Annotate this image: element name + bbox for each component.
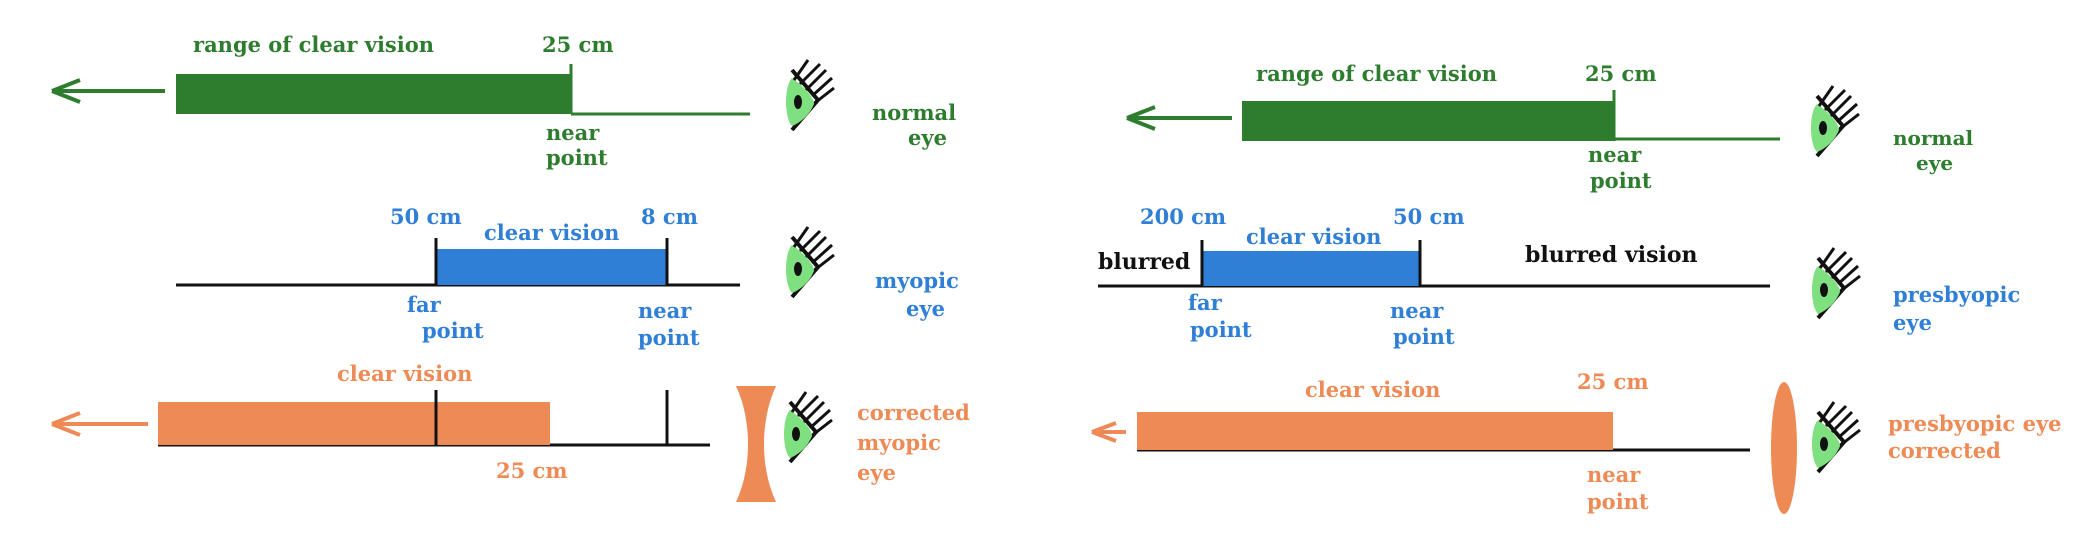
eye-icon bbox=[1810, 400, 1862, 474]
eye-icon bbox=[784, 225, 836, 299]
far-point-label: far bbox=[1188, 290, 1223, 315]
normal-range-bar bbox=[1242, 101, 1614, 141]
eye-label: normal bbox=[872, 100, 956, 125]
left-normal-eye-diagram: range of clear vision 25 cm near point n… bbox=[51, 32, 956, 170]
eye-label: eye bbox=[1893, 310, 1932, 335]
presbyopic-clear-bar bbox=[1202, 251, 1420, 286]
left-arrow-icon bbox=[1126, 105, 1232, 131]
near-point-label: near bbox=[546, 120, 600, 145]
eye-label: normal bbox=[1893, 126, 1974, 150]
eye-label: eye bbox=[857, 460, 896, 485]
eye-label: corrected bbox=[857, 400, 970, 425]
near-point-label: near bbox=[1390, 298, 1444, 323]
left-arrow-icon bbox=[51, 411, 148, 437]
range-label: range of clear vision bbox=[1256, 61, 1497, 86]
right-corrected-presbyopic-diagram: clear vision 25 cm near point presbyopic… bbox=[1091, 369, 2062, 514]
corrected-clear-bar bbox=[158, 402, 550, 445]
eye-label: corrected bbox=[1888, 438, 2001, 463]
convex-lens-icon bbox=[1771, 382, 1797, 514]
near-point-label: near bbox=[1588, 142, 1642, 167]
clear-vision-label: clear vision bbox=[1305, 377, 1440, 402]
eye-label: eye bbox=[906, 296, 945, 321]
blurred-vision-label: blurred vision bbox=[1525, 242, 1698, 268]
eye-icon bbox=[1810, 246, 1862, 320]
eye-label: eye bbox=[908, 125, 947, 150]
left-arrow-icon bbox=[1091, 421, 1126, 443]
near-point-label: point bbox=[638, 325, 700, 350]
near-point-label: point bbox=[1393, 324, 1455, 349]
distance-label: 25 cm bbox=[1577, 369, 1649, 394]
concave-lens-icon bbox=[736, 386, 776, 502]
right-presbyopic-eye-diagram: 200 cm clear vision 50 cm blurred blurre… bbox=[1098, 204, 2020, 349]
eye-label: eye bbox=[1916, 151, 1953, 175]
clear-vision-label: clear vision bbox=[484, 220, 619, 245]
far-point-label: far bbox=[407, 292, 442, 317]
left-arrow-icon bbox=[51, 78, 165, 104]
eye-label: myopic bbox=[857, 430, 941, 455]
far-point-label: point bbox=[422, 318, 484, 343]
distance-label: 25 cm bbox=[1585, 61, 1657, 86]
eye-icon bbox=[782, 390, 834, 464]
clear-vision-label: clear vision bbox=[337, 361, 472, 386]
distance-label: 25 cm bbox=[496, 458, 568, 483]
distance-label: 25 cm bbox=[542, 32, 614, 57]
near-point-label: near bbox=[1587, 462, 1641, 487]
eye-icon bbox=[1809, 84, 1861, 158]
right-normal-eye-diagram: range of clear vision 25 cm near point n… bbox=[1126, 61, 1974, 193]
near-point-label: near bbox=[638, 298, 692, 323]
far-point-label: point bbox=[1190, 317, 1252, 342]
near-distance-label: 8 cm bbox=[641, 204, 698, 229]
near-point-label: point bbox=[1590, 168, 1652, 193]
left-corrected-myopic-diagram: clear vision 25 cm corrected myopic eye bbox=[51, 361, 970, 502]
clear-vision-label: clear vision bbox=[1246, 224, 1381, 249]
eye-icon bbox=[784, 58, 836, 132]
left-myopic-eye-diagram: 50 cm clear vision 8 cm far point near p… bbox=[176, 204, 959, 350]
blurred-label: blurred bbox=[1098, 249, 1190, 275]
far-distance-label: 50 cm bbox=[390, 204, 462, 229]
normal-range-bar bbox=[176, 74, 571, 114]
near-point-label: point bbox=[546, 145, 608, 170]
range-label: range of clear vision bbox=[193, 32, 434, 57]
eye-label: myopic bbox=[875, 268, 959, 293]
far-distance-label: 200 cm bbox=[1140, 204, 1226, 229]
myopic-clear-bar bbox=[436, 249, 667, 285]
eye-label: presbyopic eye bbox=[1888, 411, 2062, 436]
near-point-label: point bbox=[1587, 489, 1649, 514]
near-distance-label: 50 cm bbox=[1393, 204, 1465, 229]
corrected-clear-bar bbox=[1137, 412, 1613, 450]
eye-label: presbyopic bbox=[1893, 282, 2020, 307]
